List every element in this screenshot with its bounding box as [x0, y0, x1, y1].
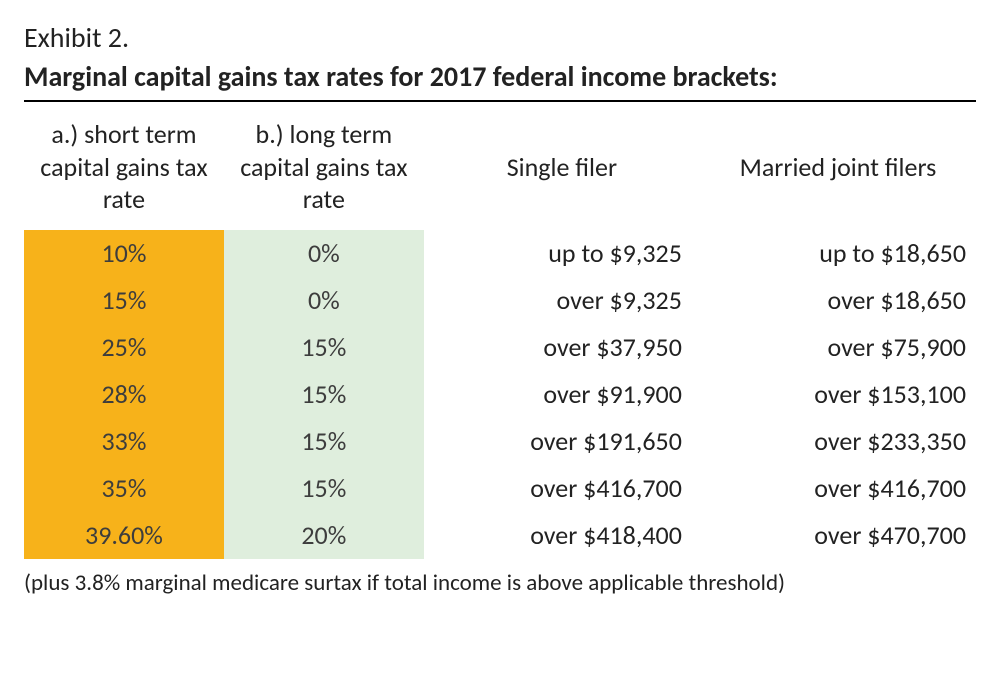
cell-married: over $470,700 — [700, 512, 976, 559]
tax-rate-table: a.) short term capital gains tax rateb.)… — [24, 112, 976, 559]
footnote: (plus 3.8% marginal medicare surtax if t… — [24, 569, 976, 597]
cell-married: over $75,900 — [700, 324, 976, 371]
table-header-row: a.) short term capital gains tax rateb.)… — [24, 112, 976, 230]
cell-single: over $191,650 — [424, 418, 700, 465]
cell-short_term: 35% — [24, 465, 224, 512]
cell-short_term: 28% — [24, 371, 224, 418]
cell-single: over $37,950 — [424, 324, 700, 371]
page-title: Marginal capital gains tax rates for 201… — [24, 59, 976, 102]
cell-single: up to $9,325 — [424, 230, 700, 277]
col-header-long_term: b.) long term capital gains tax rate — [224, 112, 424, 230]
cell-long_term: 15% — [224, 324, 424, 371]
cell-married: up to $18,650 — [700, 230, 976, 277]
cell-long_term: 0% — [224, 230, 424, 277]
exhibit-label: Exhibit 2. — [24, 20, 976, 55]
cell-single: over $418,400 — [424, 512, 700, 559]
cell-short_term: 25% — [24, 324, 224, 371]
cell-short_term: 10% — [24, 230, 224, 277]
col-header-single: Single filer — [424, 112, 700, 230]
table-body: 10%0%up to $9,325up to $18,65015%0%over … — [24, 230, 976, 559]
col-header-short_term: a.) short term capital gains tax rate — [24, 112, 224, 230]
table-row: 25%15%over $37,950over $75,900 — [24, 324, 976, 371]
cell-married: over $18,650 — [700, 277, 976, 324]
cell-single: over $9,325 — [424, 277, 700, 324]
cell-married: over $153,100 — [700, 371, 976, 418]
cell-married: over $233,350 — [700, 418, 976, 465]
table-row: 39.60%20%over $418,400over $470,700 — [24, 512, 976, 559]
table-row: 10%0%up to $9,325up to $18,650 — [24, 230, 976, 277]
cell-single: over $416,700 — [424, 465, 700, 512]
cell-long_term: 15% — [224, 418, 424, 465]
cell-single: over $91,900 — [424, 371, 700, 418]
cell-long_term: 20% — [224, 512, 424, 559]
cell-long_term: 15% — [224, 465, 424, 512]
cell-short_term: 33% — [24, 418, 224, 465]
cell-long_term: 15% — [224, 371, 424, 418]
cell-long_term: 0% — [224, 277, 424, 324]
col-header-married: Married joint filers — [700, 112, 976, 230]
table-row: 28%15%over $91,900over $153,100 — [24, 371, 976, 418]
table-row: 33%15%over $191,650over $233,350 — [24, 418, 976, 465]
cell-short_term: 15% — [24, 277, 224, 324]
table-head: a.) short term capital gains tax rateb.)… — [24, 112, 976, 230]
table-row: 15%0%over $9,325over $18,650 — [24, 277, 976, 324]
table-row: 35%15%over $416,700over $416,700 — [24, 465, 976, 512]
cell-married: over $416,700 — [700, 465, 976, 512]
cell-short_term: 39.60% — [24, 512, 224, 559]
